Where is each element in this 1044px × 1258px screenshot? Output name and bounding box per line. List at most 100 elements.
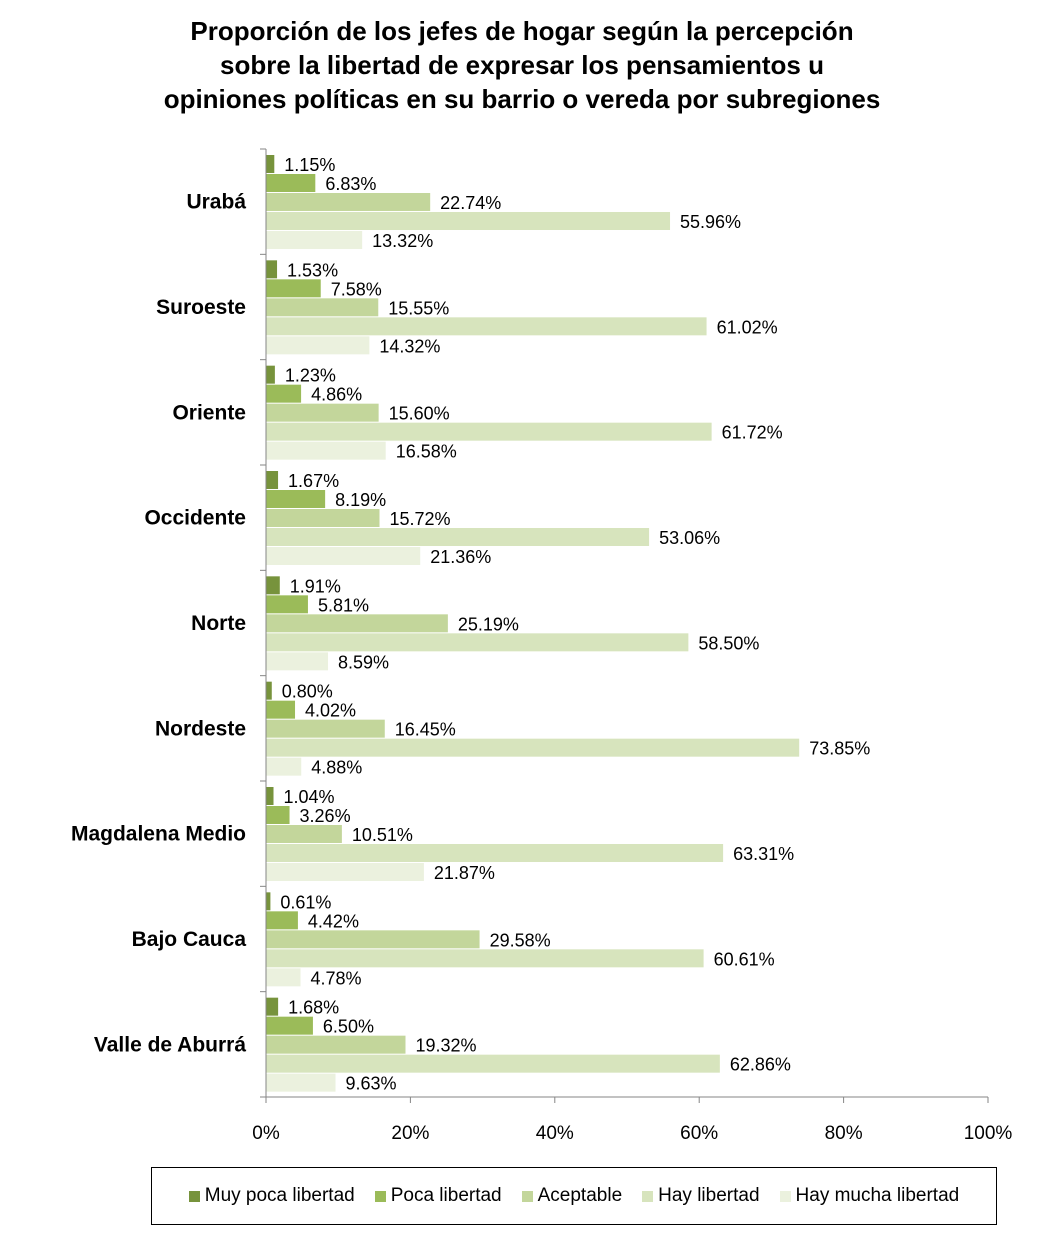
- bar-bajo-cauca-hay-mucha-libertad: [266, 968, 301, 987]
- bar-oriente-poca-libertad: [266, 384, 302, 403]
- bar-nordeste-muy-poca-libertad: [266, 681, 272, 700]
- bar-suroeste-hay-libertad: [266, 317, 707, 336]
- value-label-nordeste-poca-libertad: 4.02%: [305, 701, 356, 721]
- value-label-bajo-cauca-muy-poca-libertad: 0.61%: [280, 892, 331, 912]
- category-label-norte: Norte: [191, 612, 246, 635]
- legend-item-poca-libertad: Poca libertad: [374, 1185, 502, 1207]
- bar-uraba-poca-libertad: [266, 174, 316, 192]
- value-label-occidente-muy-poca-libertad: 1.67%: [288, 471, 339, 491]
- value-label-occidente-poca-libertad: 8.19%: [335, 490, 386, 510]
- bar-oriente-hay-libertad: [266, 422, 712, 441]
- bar-bajo-cauca-muy-poca-libertad: [266, 892, 271, 911]
- bar-chart: 1.15%6.83% 22.74% 55.96% 13.32% Urabá 1.53%7.…: [71, 148, 1013, 1144]
- value-label-norte-hay-mucha-libertad: 8.59%: [338, 652, 389, 672]
- value-label-suroeste-muy-poca-libertad: 1.53%: [287, 260, 338, 280]
- bar-valle-de-aburra-hay-mucha-libertad: [266, 1073, 336, 1092]
- bar-occidente-hay-mucha-libertad: [266, 547, 421, 565]
- value-label-magdalena-medio-hay-mucha-libertad: 21.87%: [434, 863, 495, 883]
- value-label-oriente-hay-libertad: 61.72%: [722, 423, 783, 443]
- legend-swatch-aceptable: [521, 1190, 533, 1202]
- value-label-uraba-muy-poca-libertad: 1.15%: [284, 155, 335, 175]
- bar-suroeste-poca-libertad: [266, 279, 321, 298]
- bar-uraba-hay-mucha-libertad: [266, 231, 363, 249]
- bar-magdalena-medio-poca-libertad: [266, 806, 290, 824]
- category-label-occidente: Occidente: [144, 507, 246, 530]
- bar-norte-hay-libertad: [266, 633, 689, 652]
- value-label-valle-de-aburra-hay-mucha-libertad: 9.63%: [346, 1074, 397, 1094]
- value-label-oriente-poca-libertad: 4.86%: [311, 385, 362, 405]
- value-label-bajo-cauca-hay-libertad: 60.61%: [714, 949, 775, 969]
- value-label-occidente-hay-mucha-libertad: 21.36%: [430, 547, 491, 567]
- x-tick-label: 0%: [252, 1123, 280, 1144]
- bar-magdalena-medio-hay-libertad: [266, 844, 724, 862]
- bar-magdalena-medio-hay-mucha-libertad: [266, 863, 424, 881]
- value-label-valle-de-aburra-hay-libertad: 62.86%: [730, 1055, 791, 1075]
- chart-legend: Muy poca libertad Poca libertad Aceptabl…: [151, 1167, 997, 1225]
- legend-label-hay-libertad: Hay libertad: [658, 1185, 760, 1206]
- value-label-nordeste-hay-mucha-libertad: 4.88%: [311, 758, 362, 778]
- category-label-magdalena-medio: Magdalena Medio: [71, 823, 246, 846]
- value-label-suroeste-hay-libertad: 61.02%: [717, 317, 778, 337]
- value-label-magdalena-medio-hay-libertad: 63.31%: [733, 844, 794, 864]
- chart-title: Proporción de los jefes de hogar según l…: [0, 14, 1044, 116]
- bar-nordeste-poca-libertad: [266, 700, 296, 719]
- bar-occidente-poca-libertad: [266, 490, 326, 508]
- legend-label-muy-poca-libertad: Muy poca libertad: [204, 1185, 355, 1206]
- legend-swatch-hay-libertad: [642, 1190, 654, 1202]
- bar-norte-hay-mucha-libertad: [266, 652, 329, 671]
- bar-nordeste-aceptable: [266, 719, 385, 738]
- bar-oriente-hay-mucha-libertad: [266, 441, 386, 460]
- value-label-nordeste-muy-poca-libertad: 0.80%: [282, 682, 333, 702]
- value-label-valle-de-aburra-muy-poca-libertad: 1.68%: [288, 998, 339, 1018]
- value-label-nordeste-hay-libertad: 73.85%: [809, 739, 870, 759]
- x-tick-label: 100%: [964, 1123, 1013, 1144]
- bar-norte-poca-libertad: [266, 595, 308, 614]
- category-label-uraba: Urabá: [186, 191, 246, 214]
- category-label-suroeste: Suroeste: [156, 296, 246, 319]
- value-label-occidente-aceptable: 15.72%: [389, 509, 450, 529]
- bar-norte-aceptable: [266, 614, 448, 633]
- bar-suroeste-muy-poca-libertad: [266, 260, 278, 279]
- legend-swatch-muy-poca-libertad: [188, 1190, 200, 1202]
- value-label-norte-aceptable: 25.19%: [458, 614, 519, 634]
- x-tick-label: 40%: [536, 1123, 574, 1144]
- chart-title-line-2: sobre la libertad de expresar los pensam…: [220, 50, 824, 80]
- bar-magdalena-medio-aceptable: [266, 825, 342, 843]
- value-label-magdalena-medio-muy-poca-libertad: 1.04%: [284, 787, 335, 807]
- bar-bajo-cauca-poca-libertad: [266, 911, 298, 930]
- value-label-bajo-cauca-hay-mucha-libertad: 4.78%: [311, 968, 362, 988]
- value-label-norte-muy-poca-libertad: 1.91%: [290, 576, 341, 596]
- legend-label-aceptable: Aceptable: [537, 1185, 623, 1206]
- bar-oriente-aceptable: [266, 403, 379, 422]
- value-label-bajo-cauca-poca-libertad: 4.42%: [308, 911, 359, 931]
- value-label-norte-hay-libertad: 58.50%: [698, 633, 759, 653]
- bar-magdalena-medio-muy-poca-libertad: [266, 787, 274, 805]
- bar-oriente-muy-poca-libertad: [266, 365, 275, 384]
- bar-valle-de-aburra-muy-poca-libertad: [266, 997, 279, 1016]
- chart-title-line-1: Proporción de los jefes de hogar según l…: [190, 16, 854, 46]
- legend-item-hay-mucha-libertad: Hay mucha libertad: [779, 1185, 959, 1207]
- value-label-occidente-hay-libertad: 53.06%: [659, 528, 720, 548]
- value-label-uraba-aceptable: 22.74%: [440, 193, 501, 213]
- legend-item-hay-libertad: Hay libertad: [642, 1185, 760, 1207]
- bar-bajo-cauca-hay-libertad: [266, 949, 704, 968]
- legend-swatch-hay-mucha-libertad: [779, 1190, 791, 1202]
- category-label-valle-de-aburra: Valle de Aburrá: [94, 1033, 246, 1056]
- x-tick-label: 20%: [391, 1123, 429, 1144]
- value-label-bajo-cauca-aceptable: 29.58%: [490, 930, 551, 950]
- bar-valle-de-aburra-hay-libertad: [266, 1054, 720, 1073]
- value-label-valle-de-aburra-aceptable: 19.32%: [415, 1036, 476, 1056]
- value-label-suroeste-hay-mucha-libertad: 14.32%: [379, 336, 440, 356]
- category-label-nordeste: Nordeste: [155, 717, 246, 740]
- legend-swatch-poca-libertad: [374, 1190, 386, 1202]
- bar-suroeste-aceptable: [266, 298, 379, 317]
- bar-bajo-cauca-aceptable: [266, 930, 480, 949]
- bar-occidente-aceptable: [266, 509, 380, 527]
- bar-valle-de-aburra-aceptable: [266, 1035, 406, 1054]
- bar-occidente-muy-poca-libertad: [266, 471, 279, 489]
- bar-suroeste-hay-mucha-libertad: [266, 336, 370, 355]
- value-label-oriente-hay-mucha-libertad: 16.58%: [396, 442, 457, 462]
- value-label-uraba-poca-libertad: 6.83%: [325, 174, 376, 194]
- value-label-magdalena-medio-aceptable: 10.51%: [352, 825, 413, 845]
- legend-item-aceptable: Aceptable: [521, 1185, 623, 1207]
